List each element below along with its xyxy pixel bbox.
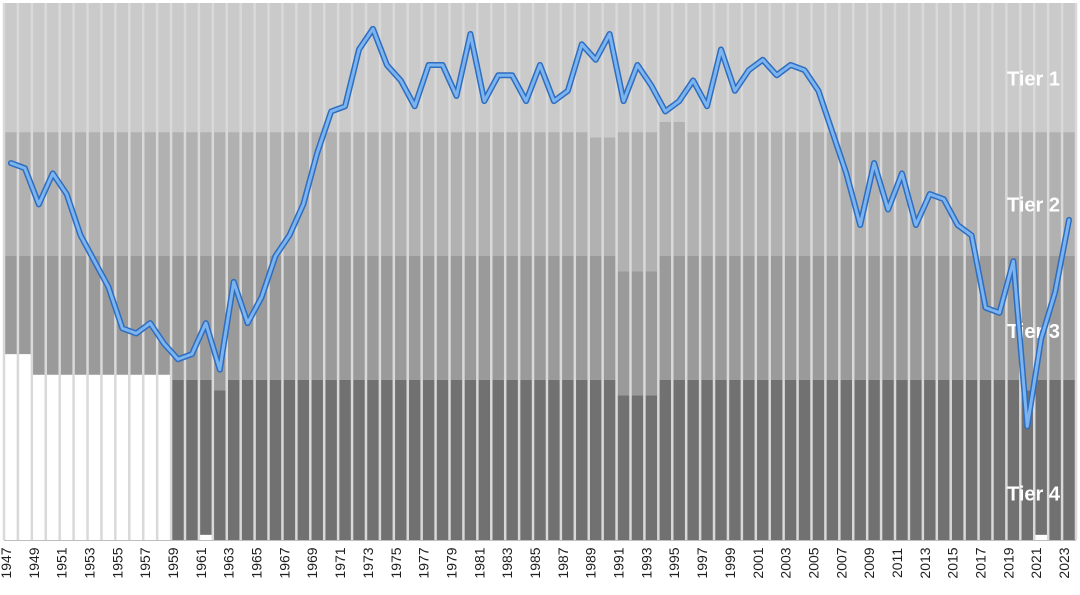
year-label: 1981 xyxy=(471,547,487,578)
year-label: 1959 xyxy=(165,547,181,578)
year-label: 2011 xyxy=(889,548,905,578)
year-label: 2013 xyxy=(917,547,933,578)
year-label: 1983 xyxy=(499,547,515,578)
tier-label-1: Tier 1 xyxy=(1007,69,1060,91)
year-label: 1999 xyxy=(722,547,738,578)
year-label: 1949 xyxy=(26,547,42,578)
year-label: 1947 xyxy=(0,547,14,578)
year-label: 1971 xyxy=(332,547,348,578)
year-label: 1951 xyxy=(54,547,70,578)
year-label: 2021 xyxy=(1028,547,1044,578)
year-label: 1969 xyxy=(304,547,320,578)
year-label: 2023 xyxy=(1056,547,1072,578)
chart-svg: Tier 1 Tier 2 Tier 3 Tier 4 1947 1949 1951 1953… xyxy=(0,0,1080,595)
tier-label-4: Tier 4 xyxy=(1007,483,1061,505)
year-label: 1979 xyxy=(444,547,460,578)
tier-label-2: Tier 2 xyxy=(1007,195,1060,217)
year-label: 1977 xyxy=(416,547,432,578)
year-label: 1997 xyxy=(694,547,710,578)
year-label: 1965 xyxy=(249,547,265,578)
year-label: 1975 xyxy=(388,547,404,578)
year-label: 2009 xyxy=(861,547,877,578)
tier-label-3: Tier 3 xyxy=(1007,321,1060,343)
year-label: 1993 xyxy=(638,547,654,578)
year-label: 2015 xyxy=(945,547,961,578)
year-label: 1953 xyxy=(82,547,98,578)
year-label: 1973 xyxy=(360,547,376,578)
year-label: 1991 xyxy=(611,547,627,578)
year-label: 1955 xyxy=(109,547,125,578)
year-label: 2001 xyxy=(750,547,766,578)
year-label: 1957 xyxy=(137,547,153,578)
tier-history-chart: Tier 1 Tier 2 Tier 3 Tier 4 1947 1949 1951 1953… xyxy=(0,0,1080,595)
year-label: 1985 xyxy=(527,547,543,578)
year-label: 1963 xyxy=(221,547,237,578)
year-label: 2017 xyxy=(973,547,989,578)
year-label: 2005 xyxy=(805,547,821,578)
year-label: 1961 xyxy=(193,547,209,578)
year-label: 2003 xyxy=(778,547,794,578)
year-label: 2007 xyxy=(833,547,849,578)
year-label: 2019 xyxy=(1000,547,1016,578)
year-label: 1987 xyxy=(555,547,571,578)
year-label: 1995 xyxy=(666,547,682,578)
year-label: 1967 xyxy=(276,547,292,578)
year-label: 1989 xyxy=(583,547,599,578)
